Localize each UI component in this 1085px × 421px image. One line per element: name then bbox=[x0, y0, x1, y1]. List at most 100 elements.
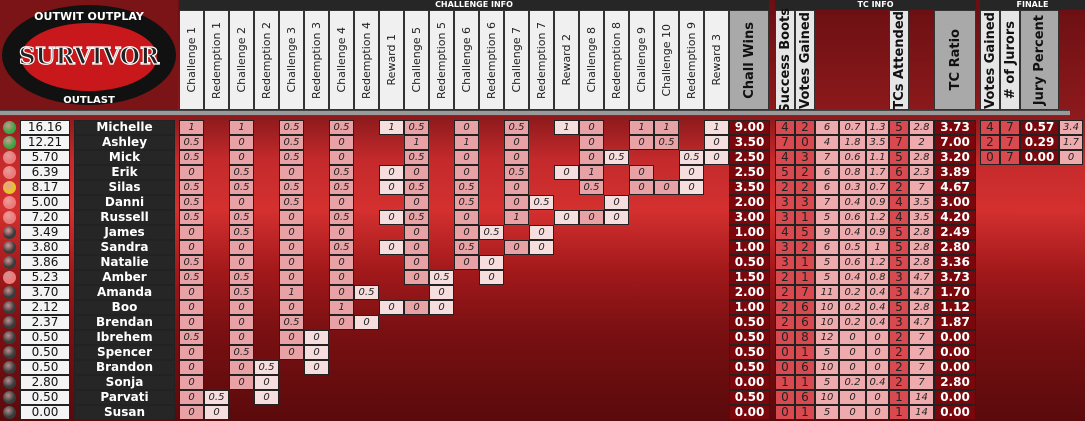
tc-cell: 6 bbox=[795, 360, 815, 375]
player-name[interactable]: Erik bbox=[74, 165, 175, 180]
tc-cell: 5 bbox=[889, 225, 909, 240]
challenge-cell: 0.5 bbox=[329, 120, 354, 135]
player-name[interactable]: Silas bbox=[74, 180, 175, 195]
header-chall-wins: Chall Wins bbox=[729, 10, 769, 110]
challenge-cell: 0.5 bbox=[179, 270, 204, 285]
player-name[interactable]: Michelle bbox=[74, 120, 175, 135]
chall-wins: 1.50 bbox=[729, 270, 770, 285]
table-row: 0.50 Ibrehem 0.5 0 0 0 0.50 0 8 12 0 0 2 7 0.00 bbox=[0, 330, 1085, 345]
tc-cell: 0.4 bbox=[839, 225, 866, 240]
table-row: 7.20 Russell 0.5 0.5 0 0.5 0 0.5 0 1 0 0 0 3.00 3 1 5 0.6… bbox=[0, 210, 1085, 225]
tc-cell: 5 bbox=[815, 405, 839, 420]
chall-wins: 3.50 bbox=[729, 180, 770, 195]
player-name[interactable]: Brandon bbox=[74, 360, 175, 375]
header-label: Redemption 7 bbox=[535, 21, 548, 99]
finale-cell: 7 bbox=[1000, 135, 1020, 150]
tc-cell: 1.2 bbox=[866, 255, 889, 270]
tc-cell: 1 bbox=[795, 270, 815, 285]
tc-cell: 6 bbox=[795, 300, 815, 315]
challenge-cell: 1 bbox=[454, 135, 479, 150]
header-label: Challenge 6 bbox=[460, 27, 473, 93]
tc-ratio: 0.00 bbox=[934, 405, 976, 420]
player-name[interactable]: Sandra bbox=[74, 240, 175, 255]
challenge-cell: 0.5 bbox=[279, 135, 304, 150]
player-name[interactable]: Mick bbox=[74, 150, 175, 165]
challenge-cell: 0.5 bbox=[529, 195, 554, 210]
player-score: 3.80 bbox=[20, 240, 70, 255]
player-name[interactable]: Natalie bbox=[74, 255, 175, 270]
tc-ratio: 0.00 bbox=[934, 330, 976, 345]
status-dot-icon bbox=[3, 271, 16, 284]
tc-cell: 10 bbox=[815, 300, 839, 315]
challenge-cell: 0 bbox=[479, 270, 504, 285]
player-name[interactable]: Ashley bbox=[74, 135, 175, 150]
tc-cell: 10 bbox=[815, 390, 839, 405]
challenge-cell: 0.5 bbox=[454, 180, 479, 195]
challenge-cell: 0.5 bbox=[329, 180, 354, 195]
challenge-cell: 0 bbox=[279, 255, 304, 270]
finale-cell: 0.00 bbox=[1020, 150, 1059, 165]
player-name[interactable]: Spencer bbox=[74, 345, 175, 360]
tc-cell: 5 bbox=[775, 165, 795, 180]
player-name[interactable]: Danni bbox=[74, 195, 175, 210]
header-tc-col: Success Boots bbox=[775, 8, 795, 112]
player-name[interactable]: Susan bbox=[74, 405, 175, 420]
tc-cell: 3 bbox=[795, 195, 815, 210]
challenge-cell: 0.5 bbox=[279, 180, 304, 195]
tc-cell: 0.4 bbox=[839, 270, 866, 285]
tc-cell: 0 bbox=[866, 390, 889, 405]
challenge-cell: 0.5 bbox=[279, 120, 304, 135]
challenge-cell: 0 bbox=[504, 195, 529, 210]
tc-cell: 0.8 bbox=[839, 165, 866, 180]
chall-wins: 0.50 bbox=[729, 345, 770, 360]
status-dot-icon bbox=[3, 151, 16, 164]
challenge-cell: 0.5 bbox=[179, 195, 204, 210]
table-row: 0.50 Spencer 0 0.5 0 0 0.50 0 1 5 0 0 2 7 0.00 bbox=[0, 345, 1085, 360]
table-row: 12.21 Ashley 0.5 0 0.5 0 1 1 0 0 0 0.5 0 3.50 7 0 4 1.8 3.… bbox=[0, 135, 1085, 150]
section-challenge-info: CHALLENGE INFO bbox=[179, 0, 769, 10]
player-name[interactable]: James bbox=[74, 225, 175, 240]
challenge-cell: 0.5 bbox=[329, 210, 354, 225]
challenge-cell: 0.5 bbox=[504, 165, 529, 180]
player-name[interactable]: Boo bbox=[74, 300, 175, 315]
player-name[interactable]: Russell bbox=[74, 210, 175, 225]
tc-cell: 0.6 bbox=[839, 210, 866, 225]
tc-cell: 0 bbox=[775, 330, 795, 345]
header-label: Challenge 8 bbox=[585, 27, 598, 93]
tc-ratio: 1.12 bbox=[934, 300, 976, 315]
player-score: 16.16 bbox=[20, 120, 70, 135]
player-name[interactable]: Sonja bbox=[74, 375, 175, 390]
chall-wins: 2.50 bbox=[729, 150, 770, 165]
player-name[interactable]: Amber bbox=[74, 270, 175, 285]
header-challenge-col: Challenge 7 bbox=[504, 10, 529, 110]
header-label: Reward 3 bbox=[710, 34, 723, 86]
table-row: 2.37 Brendan 0 0 0.5 0 0 0.50 2 6 10 0.2 0.4 3 4.7 1.87 bbox=[0, 315, 1085, 330]
tc-cell: 4.7 bbox=[909, 285, 934, 300]
challenge-cell: 0 bbox=[229, 330, 254, 345]
tc-cell: 14 bbox=[909, 390, 934, 405]
player-score: 5.00 bbox=[20, 195, 70, 210]
chall-wins: 0.50 bbox=[729, 330, 770, 345]
tc-cell: 4 bbox=[775, 150, 795, 165]
challenge-cell: 0 bbox=[329, 315, 354, 330]
player-name[interactable]: Amanda bbox=[74, 285, 175, 300]
challenge-cell: 0 bbox=[179, 165, 204, 180]
player-name[interactable]: Ibrehem bbox=[74, 330, 175, 345]
challenge-cell: 0.5 bbox=[429, 270, 454, 285]
player-name[interactable]: Parvati bbox=[74, 390, 175, 405]
finale-cell: 4 bbox=[980, 120, 1000, 135]
challenge-cell: 0.5 bbox=[179, 135, 204, 150]
chall-wins: 0.00 bbox=[729, 405, 770, 420]
tc-cell: 4 bbox=[889, 195, 909, 210]
status-dot-icon bbox=[3, 301, 16, 314]
tc-cell: 2 bbox=[775, 315, 795, 330]
challenge-cell: 0 bbox=[279, 240, 304, 255]
header-label: Challenge 4 bbox=[335, 27, 348, 93]
chall-wins: 2.00 bbox=[729, 285, 770, 300]
header-label: Votes Gained bbox=[982, 11, 998, 109]
finale-cell: 0.29 bbox=[1020, 135, 1059, 150]
challenge-cell: 0 bbox=[504, 180, 529, 195]
player-name[interactable]: Brendan bbox=[74, 315, 175, 330]
challenge-cell: 0 bbox=[304, 330, 329, 345]
player-score: 0.50 bbox=[20, 360, 70, 375]
